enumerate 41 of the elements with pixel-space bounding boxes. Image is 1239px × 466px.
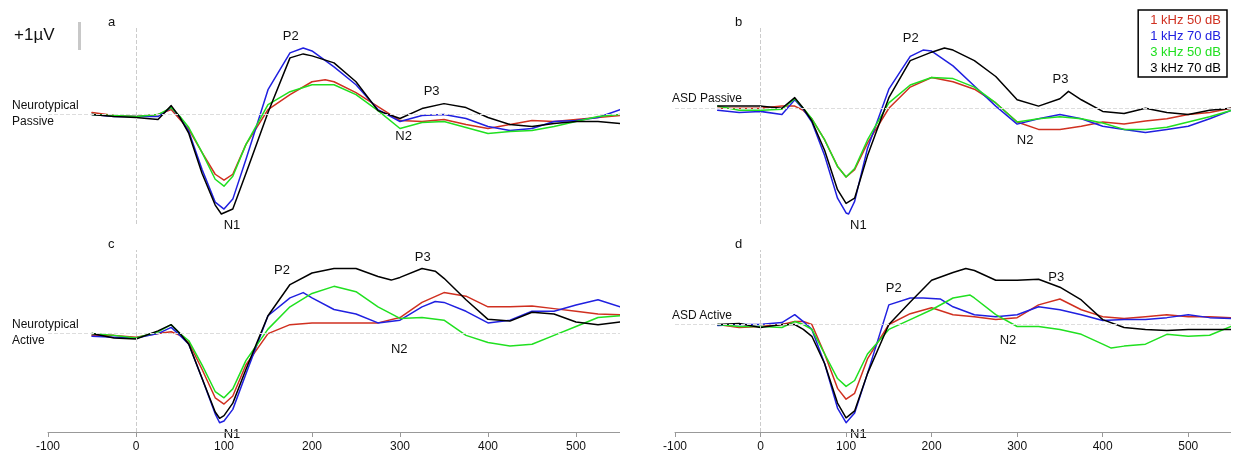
annotation: P2 [274,261,290,277]
annotation: P3 [1052,71,1069,87]
x-tick-label: 300 [1007,439,1028,453]
x-tick-label: 500 [1178,439,1199,453]
annotation: P3 [423,82,440,98]
chart-title: b [735,14,743,29]
annotation: N1 [223,217,241,233]
annotation: N2 [999,332,1017,348]
x-tick-label: 200 [301,439,323,453]
text: +1µV [14,25,56,44]
x-tick-label: 100 [213,439,235,453]
annotation: P2 [885,279,902,295]
x-tick-label: 0 [132,439,140,453]
x-tick-label: -100 [662,439,688,453]
x-tick-label: 0 [757,439,765,453]
x-tick-label: 300 [389,439,411,453]
x-tick-label: 200 [921,439,942,453]
y-axis-title: Neurotypical Passive [12,97,83,128]
annotation: N2 [390,341,408,357]
annotation: N2 [1016,132,1034,148]
text: 3 kHz 50 dB [1150,44,1222,59]
y-axis-title: ASD Passive [672,91,743,106]
annotation: N2 [395,127,412,143]
chart-title: c [108,236,115,251]
text: 1 kHz 70 dB [1150,28,1222,43]
y-axis-title: ASD Active [672,307,733,322]
text: 1 kHz 50 dB [1150,12,1222,27]
annotation: P3 [414,248,431,264]
y-axis-title: Neurotypical Active [12,316,83,347]
x-tick-label: 400 [1092,439,1114,453]
chart-title: d [735,236,743,251]
annotation: P3 [1048,269,1065,285]
annotation: N1 [850,217,867,233]
x-tick-label: 500 [565,439,587,453]
annotation: P2 [902,30,919,46]
x-tick-label: 400 [477,439,499,453]
chart-title: a [108,14,116,29]
x-tick-label: -100 [35,439,61,453]
annotation: P2 [282,27,299,43]
x-tick-label: 100 [836,439,857,453]
text: 3 kHz 70 dB [1150,60,1222,75]
